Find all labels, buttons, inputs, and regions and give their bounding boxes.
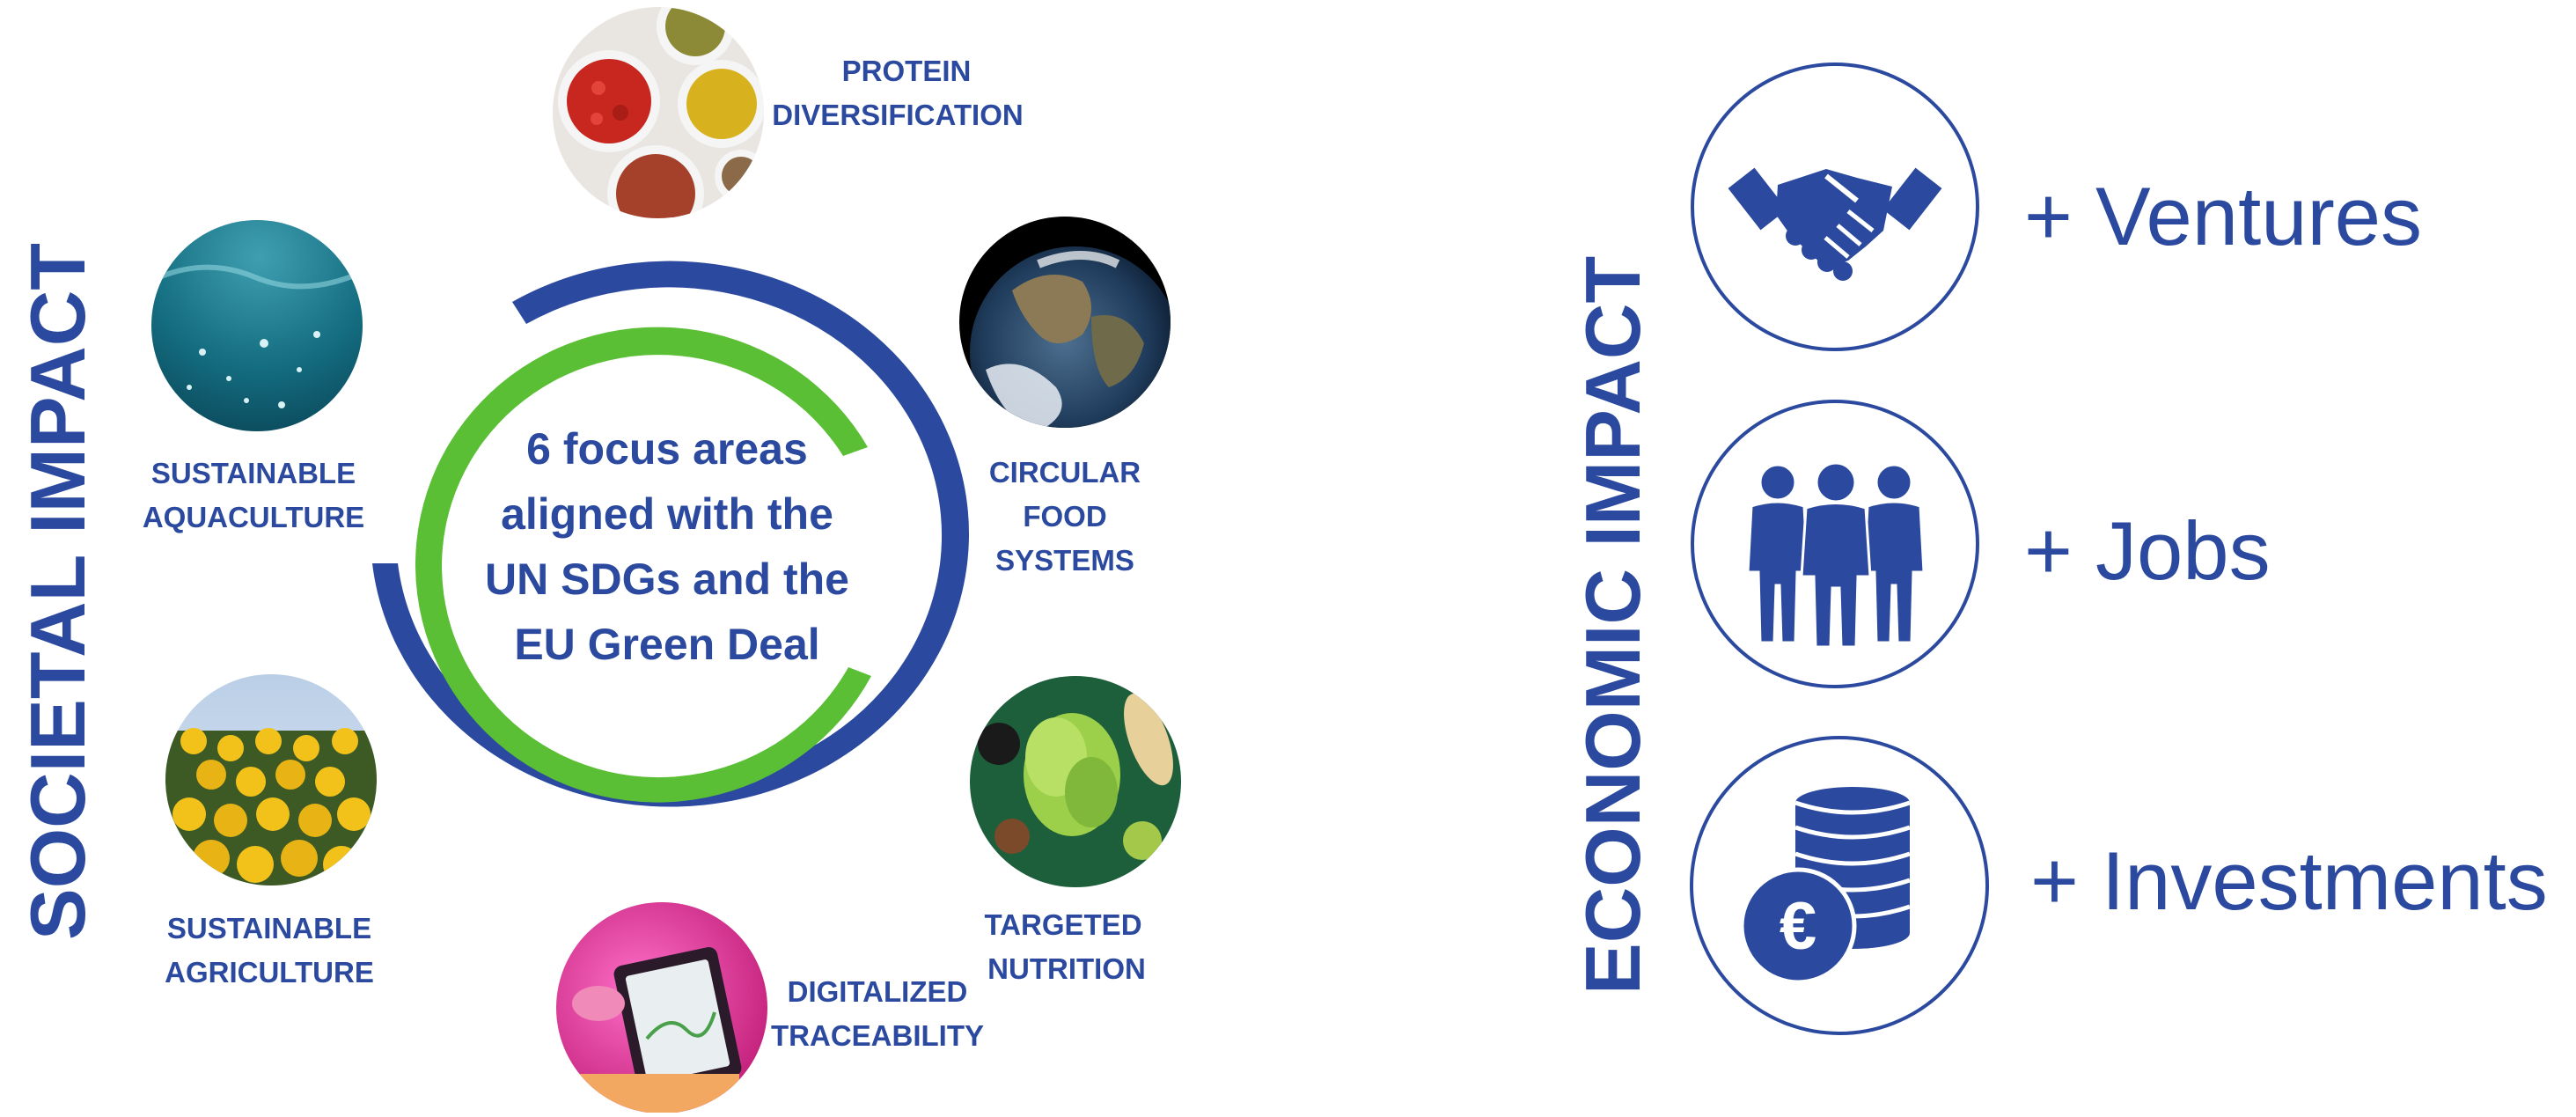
label-circular-2: FOOD	[1023, 500, 1106, 533]
svg-text:€: €	[1780, 889, 1816, 964]
investments-item: € + Investments	[1690, 736, 2548, 1035]
jobs-circle	[1691, 400, 1979, 688]
label-aquaculture-1: SUSTAINABLE	[151, 457, 356, 489]
focus-image-digitalized-traceability	[556, 902, 767, 1113]
jobs-label: + Jobs	[2024, 504, 2271, 597]
focus-image-sustainable-aquaculture	[151, 220, 363, 431]
label-nutrition-2: NUTRITION	[987, 952, 1146, 985]
label-protein-2: DIVERSIFICATION	[772, 99, 1023, 131]
label-traceability-1: DIGITALIZED	[788, 975, 968, 1008]
focus-image-targeted-nutrition	[970, 676, 1181, 887]
label-agriculture-1: SUSTAINABLE	[167, 912, 371, 944]
handshake-icon	[1728, 167, 1942, 281]
center-statement: 6 focus areas aligned with the UN SDGs a…	[485, 424, 849, 669]
coins-euro-icon: €	[1739, 787, 1911, 985]
economic-impact-title: ECONOMIC IMPACT	[1569, 256, 1656, 995]
label-protein-1: PROTEIN	[842, 55, 972, 87]
center-line-4: EU Green Deal	[514, 620, 819, 669]
center-line-2: aligned with the	[501, 489, 833, 539]
focus-image-sustainable-agriculture	[165, 674, 377, 886]
people-icon	[1746, 461, 1926, 649]
label-circular-3: SYSTEMS	[995, 544, 1134, 577]
label-circular-1: CIRCULAR	[989, 456, 1141, 489]
societal-impact-title: SOCIETAL IMPACT	[14, 243, 101, 940]
jobs-item: + Jobs	[1691, 400, 2271, 688]
label-traceability-2: TRACEABILITY	[771, 1019, 984, 1052]
label-agriculture-2: AGRICULTURE	[165, 956, 374, 988]
center-line-1: 6 focus areas	[526, 424, 808, 474]
label-nutrition-1: TARGETED	[984, 908, 1141, 941]
investments-label: + Investments	[2030, 834, 2548, 927]
focus-image-circular-food-systems	[959, 217, 1171, 428]
focus-image-protein-diversification	[553, 7, 764, 218]
investments-circle	[1690, 736, 1989, 1035]
ventures-label: + Ventures	[2024, 170, 2422, 262]
label-aquaculture-2: AQUACULTURE	[143, 501, 364, 533]
ventures-item: + Ventures	[1691, 62, 2422, 351]
center-line-3: UN SDGs and the	[485, 555, 849, 604]
ventures-circle	[1691, 62, 1979, 351]
